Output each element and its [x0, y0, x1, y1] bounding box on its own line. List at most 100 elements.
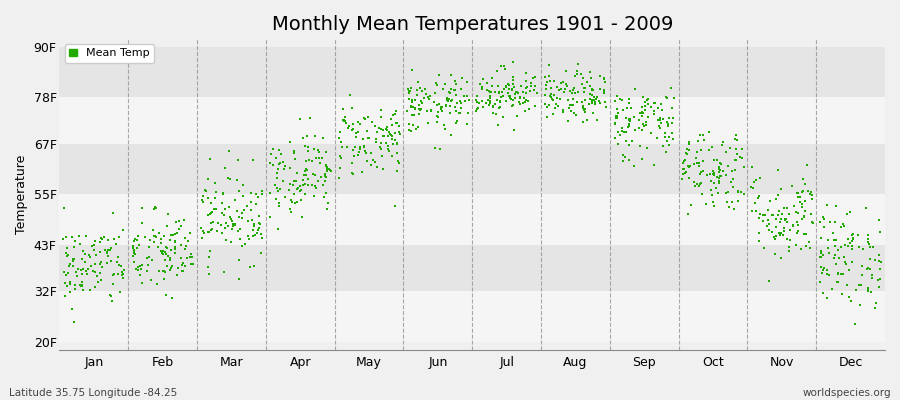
Point: [381, 132, 395, 139]
Point: [524, 80, 538, 86]
Point: [794, 246, 808, 252]
Point: [706, 203, 721, 209]
Point: [640, 97, 654, 103]
Point: [587, 97, 601, 104]
Point: [512, 95, 526, 101]
Point: [175, 268, 189, 274]
Point: [713, 173, 727, 179]
Point: [287, 148, 302, 154]
Point: [74, 266, 88, 273]
Point: [203, 220, 218, 226]
Point: [570, 99, 584, 106]
Point: [392, 131, 407, 138]
Point: [542, 62, 556, 68]
Point: [588, 99, 602, 105]
Point: [555, 106, 570, 113]
Point: [454, 86, 468, 93]
Point: [767, 234, 781, 241]
Point: [827, 243, 842, 249]
Point: [274, 151, 288, 157]
Point: [863, 244, 878, 250]
Point: [202, 194, 216, 201]
Point: [633, 110, 647, 116]
Point: [106, 281, 121, 288]
Point: [96, 234, 111, 240]
Point: [713, 166, 727, 173]
Point: [761, 227, 776, 233]
Point: [677, 158, 691, 165]
Point: [730, 151, 744, 157]
Point: [296, 177, 310, 183]
Point: [585, 97, 599, 103]
Point: [782, 210, 796, 217]
Point: [711, 190, 725, 196]
Point: [297, 172, 311, 178]
Point: [634, 110, 648, 116]
Point: [679, 168, 693, 175]
Point: [768, 251, 782, 257]
Point: [678, 170, 692, 177]
Point: [575, 99, 590, 105]
Point: [218, 165, 232, 171]
Point: [517, 95, 531, 101]
Point: [358, 150, 373, 156]
Point: [221, 222, 236, 229]
Bar: [59, 144, 885, 194]
Point: [854, 282, 868, 288]
Point: [78, 259, 93, 266]
Point: [817, 224, 832, 231]
Point: [93, 261, 107, 267]
Point: [252, 212, 266, 219]
Point: [226, 221, 240, 227]
Point: [217, 269, 231, 276]
Point: [374, 146, 388, 152]
Point: [202, 176, 216, 182]
Point: [221, 204, 236, 210]
Point: [252, 219, 266, 226]
Point: [163, 267, 177, 274]
Point: [353, 121, 367, 128]
Point: [283, 165, 297, 171]
Point: [355, 169, 369, 175]
Point: [488, 89, 502, 95]
Point: [307, 193, 321, 199]
Point: [218, 206, 232, 212]
Point: [364, 150, 379, 156]
Point: [320, 164, 334, 170]
Point: [480, 79, 494, 86]
Point: [621, 142, 635, 148]
Point: [460, 93, 474, 100]
Point: [157, 251, 171, 257]
Point: [320, 168, 335, 174]
Point: [771, 192, 786, 198]
Point: [125, 252, 140, 259]
Point: [864, 289, 878, 295]
Point: [634, 156, 649, 163]
Point: [429, 79, 444, 86]
Point: [494, 94, 508, 100]
Point: [687, 161, 701, 167]
Point: [516, 89, 530, 95]
Point: [104, 293, 118, 300]
Point: [376, 133, 391, 140]
Point: [632, 125, 646, 132]
Point: [554, 85, 568, 92]
Point: [298, 168, 312, 174]
Point: [435, 108, 449, 114]
Point: [346, 126, 361, 132]
Point: [58, 272, 73, 278]
Point: [598, 99, 612, 105]
Point: [412, 102, 427, 108]
Point: [195, 228, 210, 234]
Point: [705, 144, 719, 150]
Point: [361, 134, 375, 141]
Point: [561, 118, 575, 124]
Point: [638, 98, 652, 105]
Point: [364, 162, 378, 168]
Point: [689, 160, 704, 166]
Point: [415, 88, 429, 94]
Point: [542, 72, 556, 79]
Point: [509, 88, 524, 95]
Point: [554, 79, 568, 86]
Point: [202, 210, 217, 217]
